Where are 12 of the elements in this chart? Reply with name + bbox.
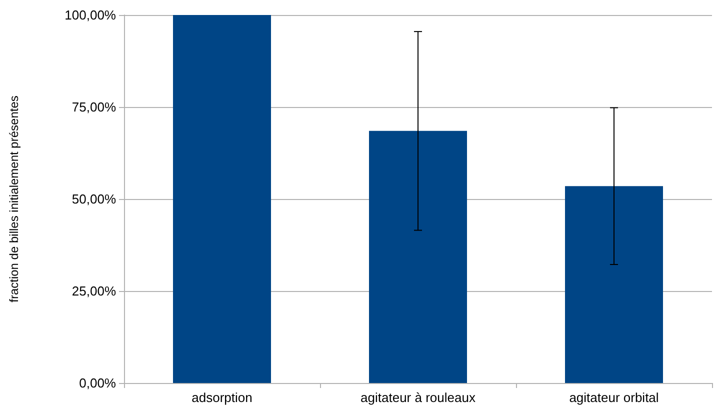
bar (173, 15, 271, 383)
y-axis-title: fraction de billes initialement présentes (7, 96, 21, 302)
x-tick-label: agitateur à rouleaux (360, 390, 476, 405)
x-tick-label: adsorption (192, 390, 252, 405)
y-tick-label: 25,00% (72, 284, 116, 298)
y-tick-label: 75,00% (72, 100, 116, 114)
bar (369, 130, 467, 383)
x-tick-label: agitateur orbital (569, 390, 659, 405)
bar (565, 186, 663, 383)
y-tick-label: 100,00% (64, 8, 116, 22)
y-tick-label: 50,00% (72, 192, 116, 206)
y-tick-label: 0,00% (79, 376, 116, 390)
